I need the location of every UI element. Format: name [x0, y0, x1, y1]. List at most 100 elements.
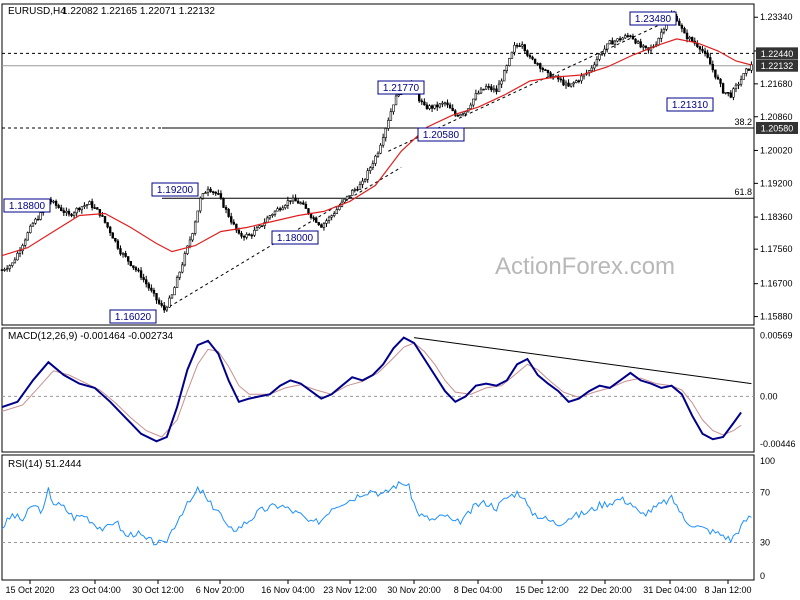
annotation-7: 1.21310 — [666, 97, 714, 112]
candle-body — [634, 38, 637, 44]
candle — [389, 108, 393, 121]
trendline-1 — [388, 16, 677, 152]
candle — [54, 199, 58, 209]
x-tick-label: 8 Dec 04:00 — [454, 585, 503, 595]
candle — [188, 236, 192, 249]
candle-body — [147, 283, 150, 289]
candle-body — [191, 233, 194, 241]
annotation-box — [666, 97, 714, 112]
candle-body — [356, 189, 359, 191]
candle-body — [490, 86, 493, 91]
candle — [430, 104, 434, 113]
candle-body — [389, 111, 393, 121]
candle-body — [353, 189, 357, 191]
candle — [11, 262, 14, 268]
candle — [492, 85, 496, 93]
candle-body — [291, 197, 295, 202]
macd-trendline — [413, 337, 752, 385]
candle-body — [173, 287, 176, 296]
candle — [330, 214, 333, 221]
candle-body — [11, 262, 14, 266]
annotation-label: 1.23480 — [635, 14, 672, 25]
candle-body — [698, 46, 702, 50]
candle-body — [8, 265, 11, 269]
candle-body — [441, 102, 444, 105]
candle — [598, 53, 601, 62]
candle — [639, 38, 642, 49]
candle-body — [557, 75, 560, 80]
candle-body — [477, 92, 480, 95]
candle — [477, 90, 480, 95]
candle-body — [397, 94, 400, 97]
candle-body — [590, 67, 593, 71]
candle-body — [425, 104, 429, 109]
candle — [211, 190, 215, 196]
candle-body — [62, 210, 66, 213]
candle — [569, 83, 573, 88]
price-tag-0: 1.22440 — [756, 47, 798, 60]
candle — [348, 195, 351, 198]
candle — [173, 286, 176, 296]
candle-body — [575, 80, 578, 83]
candle-body — [289, 200, 292, 202]
candle — [701, 45, 704, 54]
price-tag-box — [756, 59, 798, 72]
candle — [709, 53, 712, 65]
candle-body — [296, 200, 300, 204]
rsi-panel — [1, 481, 754, 546]
candle — [139, 267, 143, 281]
candle — [358, 181, 362, 191]
candles — [0, 10, 753, 313]
x-tick-label: 16 Nov 04:00 — [261, 585, 315, 595]
candle — [443, 101, 447, 107]
candle — [376, 151, 380, 158]
candle-body — [438, 103, 442, 108]
candle-body — [211, 191, 215, 193]
candle — [121, 252, 125, 258]
candle — [116, 239, 120, 251]
candle-body — [338, 206, 341, 210]
candle-body — [307, 208, 310, 214]
annotation-label: 1.20580 — [423, 130, 460, 141]
candle — [31, 221, 35, 227]
candle — [8, 264, 11, 272]
candle — [603, 45, 606, 57]
candle-body — [626, 35, 630, 37]
candle — [361, 177, 364, 189]
candle — [314, 216, 318, 223]
candle — [734, 82, 738, 93]
candle — [423, 98, 426, 106]
candle — [469, 102, 472, 110]
macd-panel — [1, 336, 754, 443]
candle-body — [227, 209, 230, 217]
candle — [83, 202, 86, 210]
candle-body — [688, 37, 691, 40]
candle-body — [618, 38, 622, 41]
candle — [106, 222, 109, 229]
candle-body — [624, 35, 627, 39]
candle-body — [358, 184, 362, 190]
price-tick-label: 1.17560 — [760, 244, 793, 254]
candle-body — [454, 110, 457, 116]
candle-body — [114, 237, 117, 242]
candle-body — [703, 50, 707, 54]
candle-body — [54, 200, 58, 206]
candle-body — [65, 210, 68, 213]
candle — [456, 113, 460, 117]
candle — [170, 294, 174, 299]
candle — [322, 222, 326, 231]
candle — [16, 251, 19, 261]
candle-body — [26, 232, 29, 241]
candle-body — [724, 92, 727, 94]
candle — [0, 267, 4, 271]
candle — [384, 127, 387, 142]
candle-body — [163, 305, 166, 311]
annotation-label: 1.18800 — [9, 201, 46, 212]
candle-body — [103, 216, 107, 223]
candle — [381, 133, 385, 148]
candle-body — [330, 215, 333, 218]
candle-body — [577, 80, 581, 83]
candle-body — [67, 210, 71, 215]
candle-body — [312, 217, 315, 219]
